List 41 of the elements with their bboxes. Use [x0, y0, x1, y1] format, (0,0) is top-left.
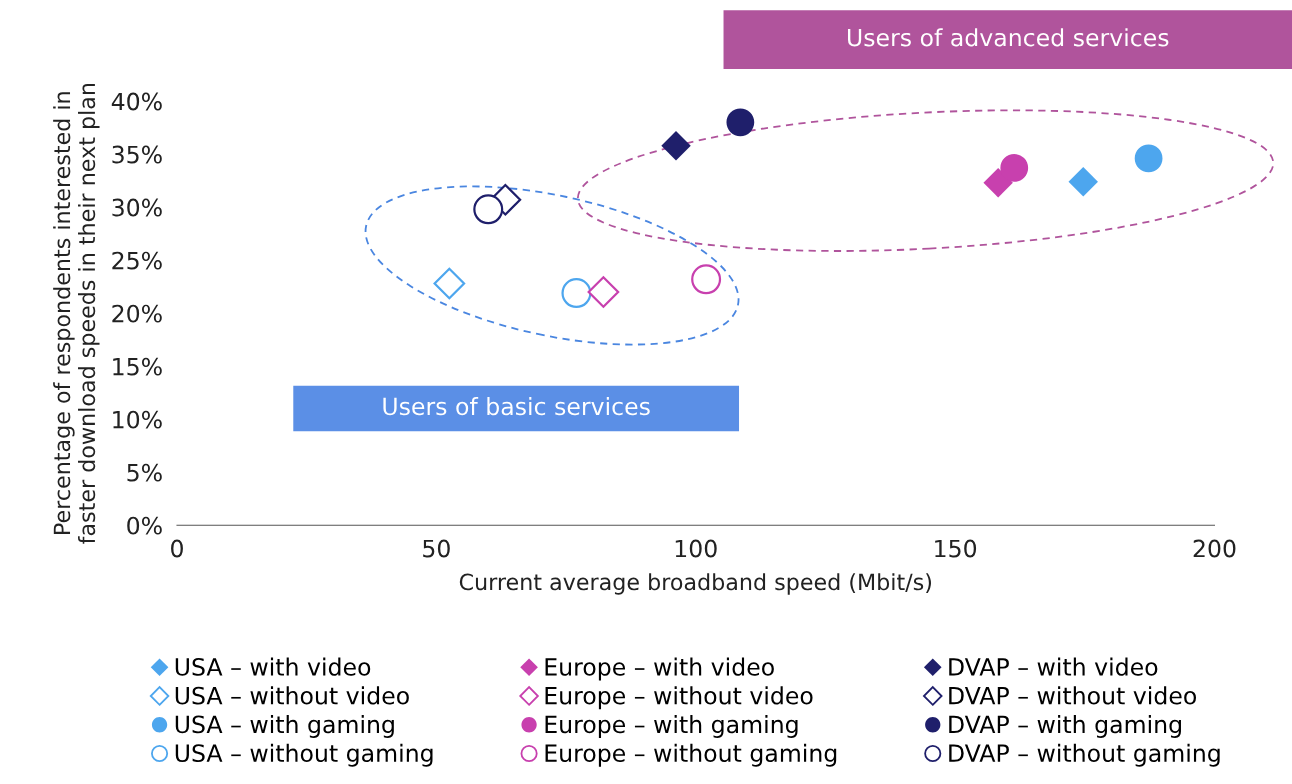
y-tick-label: 30% — [112, 198, 162, 217]
legend-label: Europe – without gaming — [545, 743, 837, 767]
point — [433, 267, 466, 300]
y-tick-label: 0% — [127, 516, 162, 535]
x-tick-label: 50 — [423, 539, 450, 558]
point — [1000, 154, 1029, 182]
point — [1068, 166, 1098, 197]
y-tick-label: 10% — [113, 410, 162, 429]
point — [473, 194, 504, 225]
legend-label: DVAP – without video — [949, 686, 1197, 705]
annotation: Users of basic services — [383, 397, 650, 416]
legend-label: DVAP – without gaming — [949, 743, 1220, 767]
legend-label: USA – with gaming — [175, 715, 394, 738]
text: Users of advanced services — [848, 28, 1169, 47]
y-tick-label: 40% — [111, 92, 162, 111]
legend-label: Europe – with video — [545, 657, 774, 681]
point — [691, 264, 722, 295]
y-tick-label: 15% — [113, 357, 162, 376]
legend-label: USA – without gaming — [175, 743, 433, 767]
legend-label: USA – with video — [175, 657, 371, 676]
legend-label: Europe – without video — [545, 686, 813, 710]
legend-label: Europe – with gaming — [545, 715, 798, 738]
x-axis-title: Current average broadband speed (Mbit/s) — [459, 573, 932, 595]
point — [983, 168, 1013, 198]
y-tick-label: 35% — [112, 145, 162, 164]
y-tick-label: 20% — [112, 304, 162, 323]
x-tick-label: 150 — [935, 539, 977, 558]
y-tick-label: 5% — [127, 463, 162, 482]
point — [561, 278, 592, 309]
legend-label: USA – without video — [175, 686, 409, 705]
x-tick-label: 100 — [675, 539, 717, 558]
legend-label: DVAP – with gaming — [949, 715, 1181, 738]
x-tick-label: 200 — [1193, 539, 1236, 558]
point — [661, 130, 691, 161]
legend-label: DVAP – with video — [949, 657, 1158, 676]
x-tick-label: 0 — [171, 539, 183, 558]
point — [1134, 144, 1163, 173]
y-axis-title: Percentage of respondents interested in faster download speeds in their next plan — [53, 83, 100, 544]
y-tick-label: 25% — [112, 251, 162, 270]
point — [587, 276, 620, 308]
point — [726, 108, 755, 137]
